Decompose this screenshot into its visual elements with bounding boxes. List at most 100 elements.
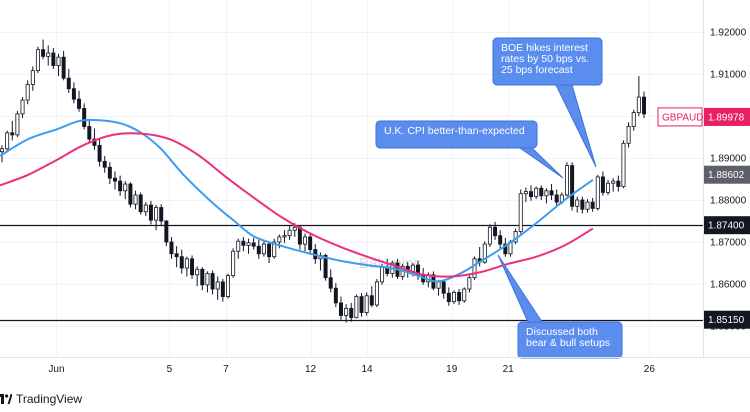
candle-body-down <box>600 176 605 193</box>
candle-body-down <box>71 88 76 100</box>
candle <box>554 189 559 207</box>
candle-body-down <box>369 295 374 306</box>
candle-body-down <box>359 296 364 313</box>
annotation-pointer <box>555 84 597 168</box>
candle-body-up <box>467 277 472 290</box>
candle <box>231 248 236 278</box>
candle-body-down <box>179 256 184 269</box>
tradingview-logo-icon[interactable] <box>0 393 12 405</box>
candle-body-down <box>102 160 107 168</box>
y-tick-label: 1.91000 <box>710 70 747 81</box>
candle-body-up <box>15 113 20 136</box>
y-tick-label: 1.89000 <box>710 154 747 165</box>
level-price-tag: 1.87400 <box>704 216 750 235</box>
annotation-pointer <box>497 254 543 323</box>
candle-body-down <box>210 273 215 290</box>
candle-body-up <box>246 242 251 246</box>
candle <box>441 279 446 299</box>
candle-body-up <box>123 183 128 192</box>
candle-body-up <box>0 148 4 153</box>
symbol-label-text: GBPAUD <box>662 112 704 123</box>
candle <box>451 290 456 305</box>
moving-averages <box>0 118 594 283</box>
marked-price-tag-text: 1.88602 <box>708 170 745 181</box>
candle <box>128 182 133 208</box>
candle <box>462 287 467 303</box>
candle-body-up <box>523 191 528 195</box>
candle-body-down <box>87 126 92 140</box>
candle-body-down <box>10 132 15 136</box>
candle <box>287 226 292 240</box>
candle <box>10 121 15 141</box>
candle <box>205 271 210 293</box>
candle <box>487 224 492 248</box>
candle <box>225 273 230 299</box>
annotation-box <box>375 120 538 149</box>
candle <box>369 286 374 308</box>
last-price-tag-text: 1.89978 <box>708 112 745 123</box>
candle <box>35 46 40 74</box>
candle-body-up <box>25 84 30 101</box>
candle-body-down <box>241 240 246 246</box>
symbol-label: GBPAUD <box>657 107 704 127</box>
candle-body-up <box>272 241 277 258</box>
candle <box>174 246 179 268</box>
candle <box>241 236 246 252</box>
candle <box>56 53 61 77</box>
level-price-tag: 1.85150 <box>704 310 750 329</box>
candle <box>349 302 354 322</box>
annotation-text: rates by 50 bps vs. <box>501 53 589 65</box>
candle-body-down <box>164 220 169 243</box>
candle-body-up <box>631 112 636 127</box>
candle <box>251 237 256 250</box>
candle <box>41 39 46 60</box>
tradingview-brand[interactable]: TradingView <box>16 392 83 406</box>
annotation-text: U.K. CPI better-than-expected <box>384 125 525 137</box>
candle <box>544 188 549 204</box>
candle-body-up <box>544 190 549 197</box>
candle-body-up <box>575 199 580 207</box>
candle <box>364 292 369 316</box>
candle <box>138 192 143 215</box>
candle <box>606 179 611 195</box>
candle <box>46 45 51 66</box>
candle <box>308 234 313 255</box>
candle <box>636 76 641 116</box>
candle-body-down <box>41 49 46 57</box>
candle <box>590 197 595 212</box>
candle-body-down <box>616 180 621 187</box>
candle <box>236 238 241 259</box>
candle <box>220 278 225 302</box>
candle <box>102 155 107 173</box>
candle-body-down <box>498 235 503 245</box>
candle-body-down <box>441 281 446 294</box>
time-axis[interactable]: Jun 5 7 12 14 19 21 26 <box>48 364 655 375</box>
candle-body-up <box>636 96 641 114</box>
candle-body-up <box>534 187 539 198</box>
candle-body-down <box>92 138 97 146</box>
candle <box>195 266 200 287</box>
candle-body-up <box>236 240 241 252</box>
candle <box>467 275 472 293</box>
marked-price-tag: 1.88602 <box>704 165 750 184</box>
candle-body-up <box>282 235 287 238</box>
annotation-callout[interactable]: U.K. CPI better-than-expected <box>375 120 564 179</box>
candle <box>20 97 25 119</box>
candle-body-up <box>20 99 25 115</box>
candle <box>575 196 580 213</box>
candle-body-down <box>61 56 66 79</box>
candle-body-up <box>261 243 266 255</box>
candle <box>118 175 123 196</box>
candle-body-up <box>487 226 492 245</box>
candle <box>344 304 349 323</box>
candle-body-up <box>374 281 379 306</box>
annotation-text: Discussed both <box>526 326 598 338</box>
level-price-tag-text: 1.87400 <box>708 221 745 232</box>
annotation-text: BOE hikes interest <box>501 42 588 54</box>
candle-body-up <box>56 56 61 67</box>
level-price-tag-bg <box>704 310 750 329</box>
candle <box>282 230 287 243</box>
